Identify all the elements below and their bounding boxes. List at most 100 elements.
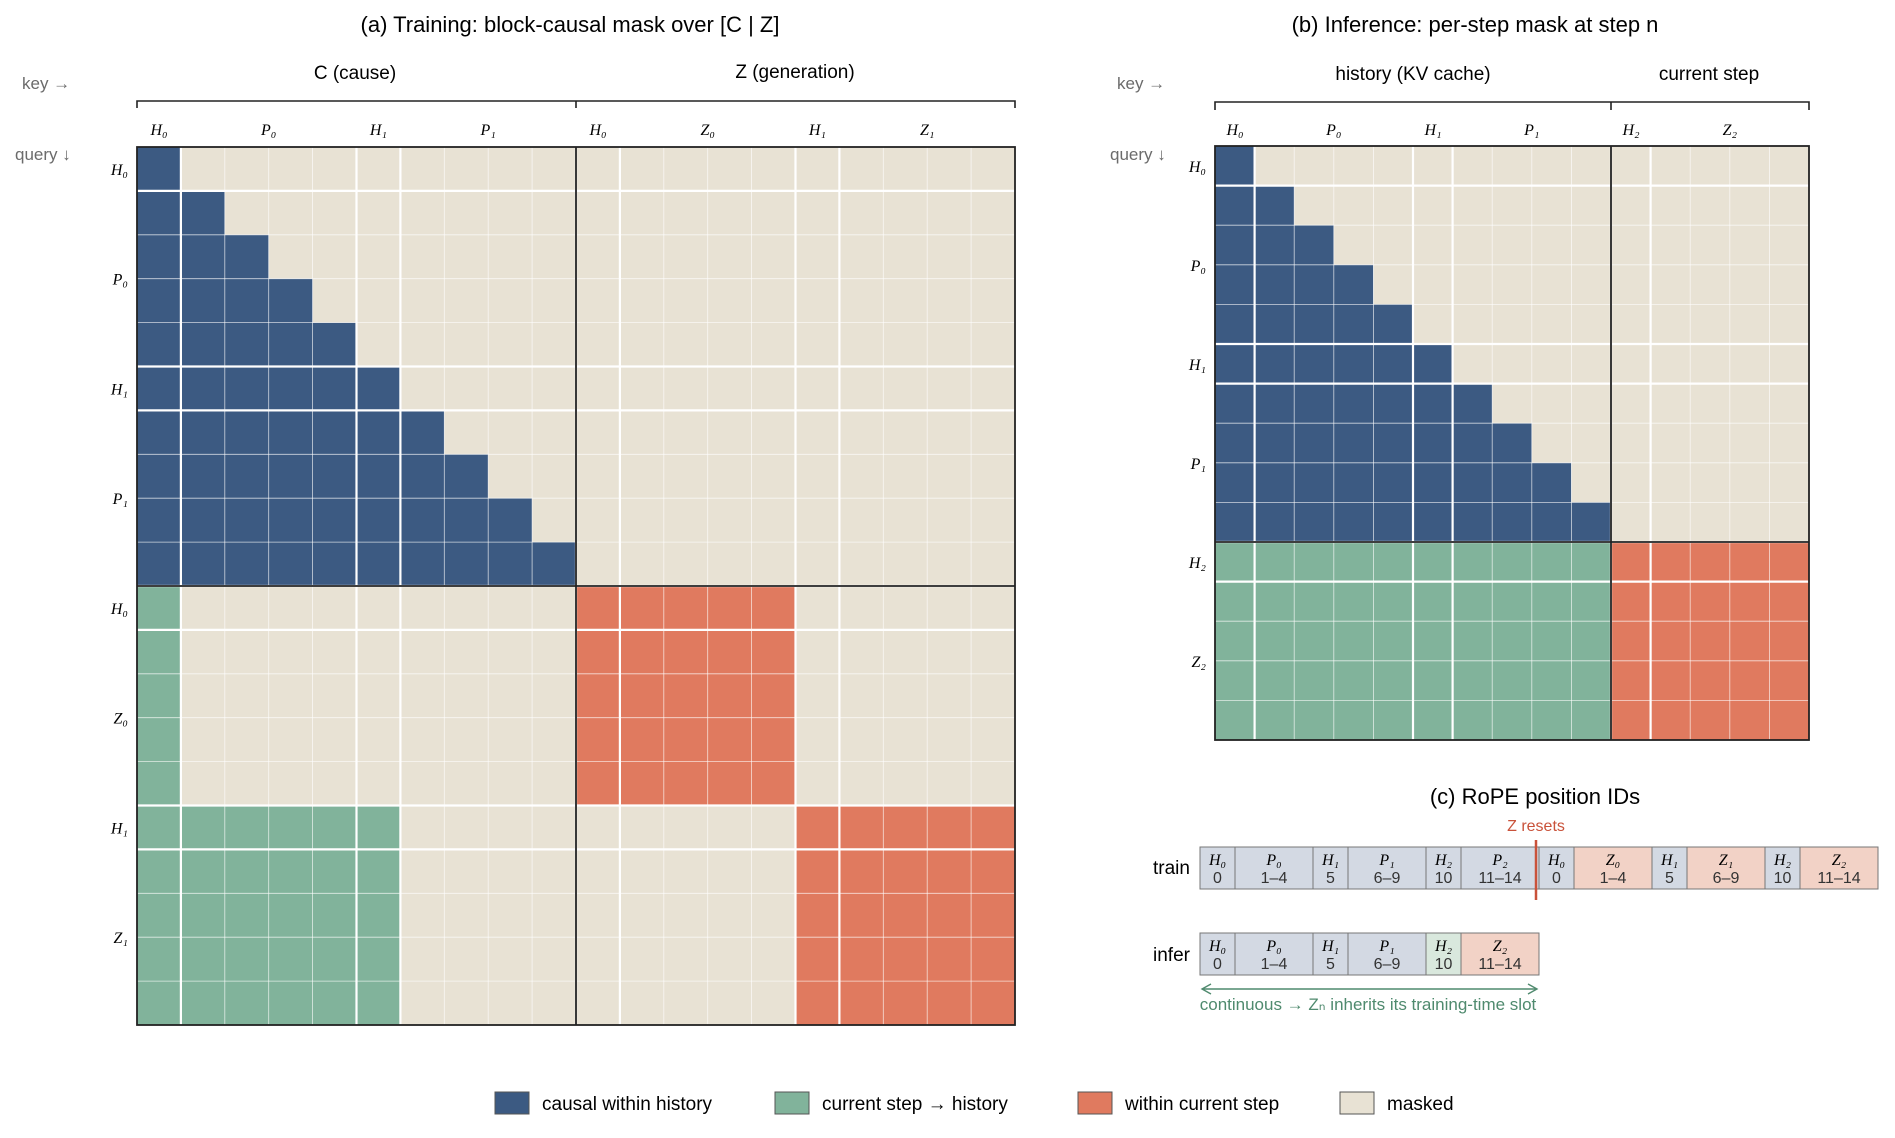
mask-cell-current-history	[224, 805, 270, 850]
mask-cell-masked	[1611, 502, 1651, 543]
column-label: H₀	[1225, 122, 1243, 139]
rope-token-position: 11–14	[1478, 870, 1521, 887]
mask-cell-masked	[1690, 462, 1731, 503]
mask-cell-masked	[927, 190, 972, 236]
mask-cell-current-history	[356, 893, 401, 938]
mask-cell-masked	[532, 761, 577, 806]
mask-cell-current-history	[1294, 621, 1335, 662]
rope-token-position: 6–9	[1374, 870, 1401, 887]
mask-cell-masked	[839, 147, 884, 192]
row-label: H₁	[1188, 357, 1206, 374]
mask-cell-masked	[1729, 304, 1770, 345]
mask-cell-history	[224, 234, 270, 280]
mask-cell-current-history	[1333, 542, 1374, 582]
continuous-note: continuous → Zₙ inherits its training-ti…	[1200, 995, 1537, 1014]
mask-cell-masked	[1571, 225, 1612, 266]
mask-cell-history	[137, 234, 182, 280]
rope-token-name: H₂	[1773, 852, 1792, 869]
mask-cell-history	[1373, 344, 1414, 384]
mask-cell-masked	[971, 278, 1016, 323]
mask-cell-current-history	[1254, 621, 1295, 662]
mask-cell-masked	[400, 278, 445, 323]
mask-cell-masked	[268, 147, 313, 192]
mask-cell-within-current	[1611, 542, 1651, 582]
mask-cell-within-current	[1690, 660, 1731, 701]
panel-a-row-labels: H₀ P₀ H₁ P₁ H₀ Z₀ H₁ Z₁	[110, 162, 128, 947]
mask-cell-masked	[619, 234, 665, 280]
mask-cell-current-history	[137, 673, 182, 719]
mask-cell-masked	[532, 629, 577, 675]
mask-cell-history	[224, 410, 270, 455]
mask-cell-within-current	[839, 849, 884, 894]
mask-cell-masked	[532, 322, 577, 367]
rope-token-name: H₁	[1321, 852, 1339, 869]
mask-cell-current-history	[1215, 621, 1255, 662]
mask-cell-masked	[1690, 383, 1731, 424]
panel-a-query-label: query ↓	[15, 145, 71, 164]
mask-cell-masked	[488, 190, 533, 236]
rope-token-position: 6–9	[1374, 956, 1401, 973]
mask-cell-masked	[532, 234, 577, 280]
mask-cell-history	[1333, 502, 1374, 543]
mask-cell-within-current	[1611, 581, 1651, 622]
mask-cell-masked	[795, 190, 840, 236]
mask-cell-within-current	[751, 586, 796, 631]
mask-cell-within-current	[927, 805, 972, 850]
mask-cell-masked	[356, 673, 401, 719]
mask-cell-masked	[927, 366, 972, 411]
panel-b-key-label: key →	[1117, 74, 1165, 93]
mask-cell-masked	[1690, 264, 1731, 305]
mask-cell-within-current	[1729, 581, 1770, 622]
rope-token-position: 5	[1326, 870, 1335, 887]
mask-cell-masked	[1333, 225, 1374, 266]
mask-cell-history	[1254, 185, 1295, 226]
mask-cell-current-history	[1571, 660, 1612, 701]
panel-b-row-labels: H₀ P₀ H₁ P₁ H₂ Z₂	[1188, 159, 1207, 671]
mask-cell-masked	[1769, 462, 1810, 503]
mask-cell-masked	[1531, 264, 1572, 305]
mask-cell-masked	[576, 190, 621, 236]
mask-cell-masked	[444, 190, 489, 236]
mask-cell-masked	[1650, 502, 1691, 543]
rope-token-name: P₀	[1265, 938, 1281, 955]
mask-cell-masked	[707, 278, 752, 323]
mask-cell-masked	[971, 586, 1016, 631]
mask-cell-masked	[224, 761, 270, 806]
mask-cell-history	[1294, 264, 1335, 305]
mask-cell-masked	[400, 893, 445, 938]
mask-cell-masked	[1729, 344, 1770, 384]
mask-cell-history	[137, 454, 182, 499]
mask-cell-current-history	[356, 937, 401, 982]
mask-cell-current-history	[1413, 581, 1453, 622]
mask-cell-history	[1373, 383, 1414, 424]
mask-cell-current-history	[356, 805, 401, 850]
mask-cell-history	[224, 278, 270, 323]
mask-cell-masked	[619, 410, 665, 455]
mask-cell-masked	[663, 849, 709, 894]
mask-cell-masked	[1413, 185, 1453, 226]
mask-cell-within-current	[1690, 542, 1731, 582]
mask-cell-masked	[1531, 225, 1572, 266]
row-label: P₁	[112, 491, 128, 508]
mask-cell-masked	[927, 586, 972, 631]
panel-a: (a) Training: block-causal mask over [C …	[15, 12, 1016, 1026]
mask-cell-current-history	[1294, 660, 1335, 701]
mask-cell-current-history	[1373, 581, 1414, 622]
mask-cell-current-history	[1413, 621, 1453, 662]
mask-cell-current-history	[312, 981, 357, 1026]
mask-cell-history	[1413, 502, 1453, 543]
mask-cell-masked	[883, 322, 928, 367]
mask-cell-masked	[619, 190, 665, 236]
mask-cell-masked	[400, 761, 445, 806]
mask-cell-current-history	[268, 981, 313, 1026]
mask-cell-within-current	[1650, 581, 1691, 622]
rope-token-position: 1–4	[1261, 870, 1288, 887]
mask-cell-current-history	[137, 893, 182, 938]
rope-token-name: P₀	[1265, 852, 1281, 869]
mask-cell-masked	[1333, 185, 1374, 226]
mask-cell-masked	[1373, 146, 1414, 186]
mask-cell-masked	[663, 893, 709, 938]
mask-cell-history	[444, 498, 489, 543]
mask-cell-masked	[1571, 264, 1612, 305]
mask-cell-history	[1413, 383, 1453, 424]
